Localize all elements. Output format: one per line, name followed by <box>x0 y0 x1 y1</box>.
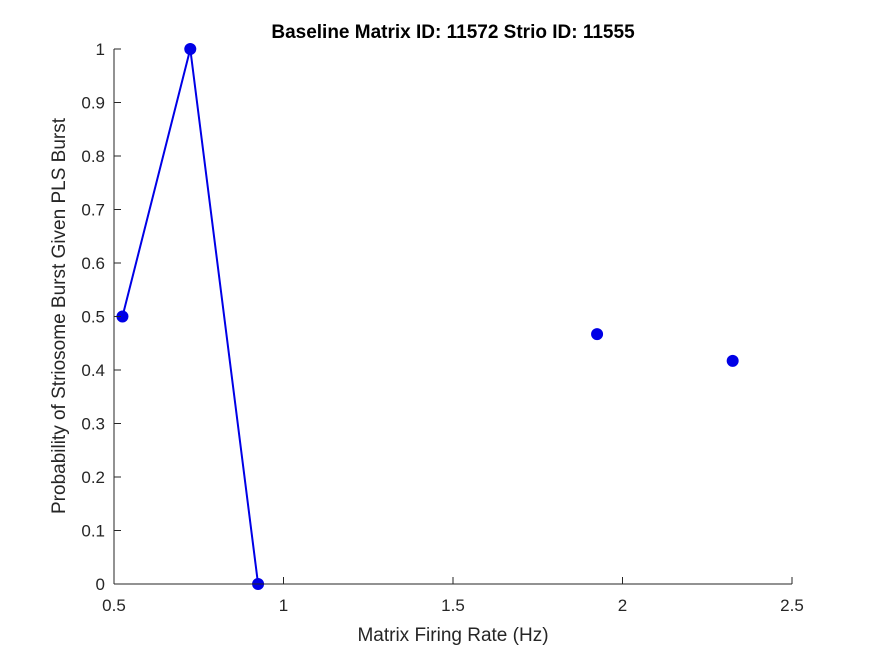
y-tick-label: 0.1 <box>81 522 105 541</box>
ticks: 0.5 1 1.5 2 2.5 0 0.1 0.2 0.3 0.4 0.5 0.6 0.7 0.8 0.9 1 <box>81 40 803 615</box>
x-tick-label: 0.5 <box>102 596 126 615</box>
plot-marks <box>116 43 739 590</box>
y-tick-label: 0.2 <box>81 468 105 487</box>
y-tick-label: 1 <box>96 40 105 59</box>
chart-title: Baseline Matrix ID: 11572 Strio ID: 1155… <box>271 22 635 43</box>
x-tick-label: 1 <box>279 596 288 615</box>
x-tick-label: 1.5 <box>441 596 465 615</box>
y-tick-label: 0 <box>96 575 105 594</box>
y-tick-label: 0.5 <box>81 308 105 327</box>
x-tick-label: 2 <box>618 596 627 615</box>
y-tick-label: 0.9 <box>81 94 105 113</box>
x-axis-label: Matrix Firing Rate (Hz) <box>357 625 548 646</box>
y-tick-label: 0.3 <box>81 415 105 434</box>
y-tick-label: 0.6 <box>81 254 105 273</box>
y-axis-label: Probability of Striosome Burst Given PLS… <box>49 117 70 514</box>
y-tick-label: 0.4 <box>81 361 105 380</box>
x-tick-label: 2.5 <box>780 596 804 615</box>
data-point <box>184 43 197 55</box>
plot-background <box>114 49 792 584</box>
y-tick-label: 0.8 <box>81 147 105 166</box>
y-tick-label: 0.7 <box>81 201 105 220</box>
data-point <box>591 328 604 341</box>
data-point <box>726 354 739 367</box>
